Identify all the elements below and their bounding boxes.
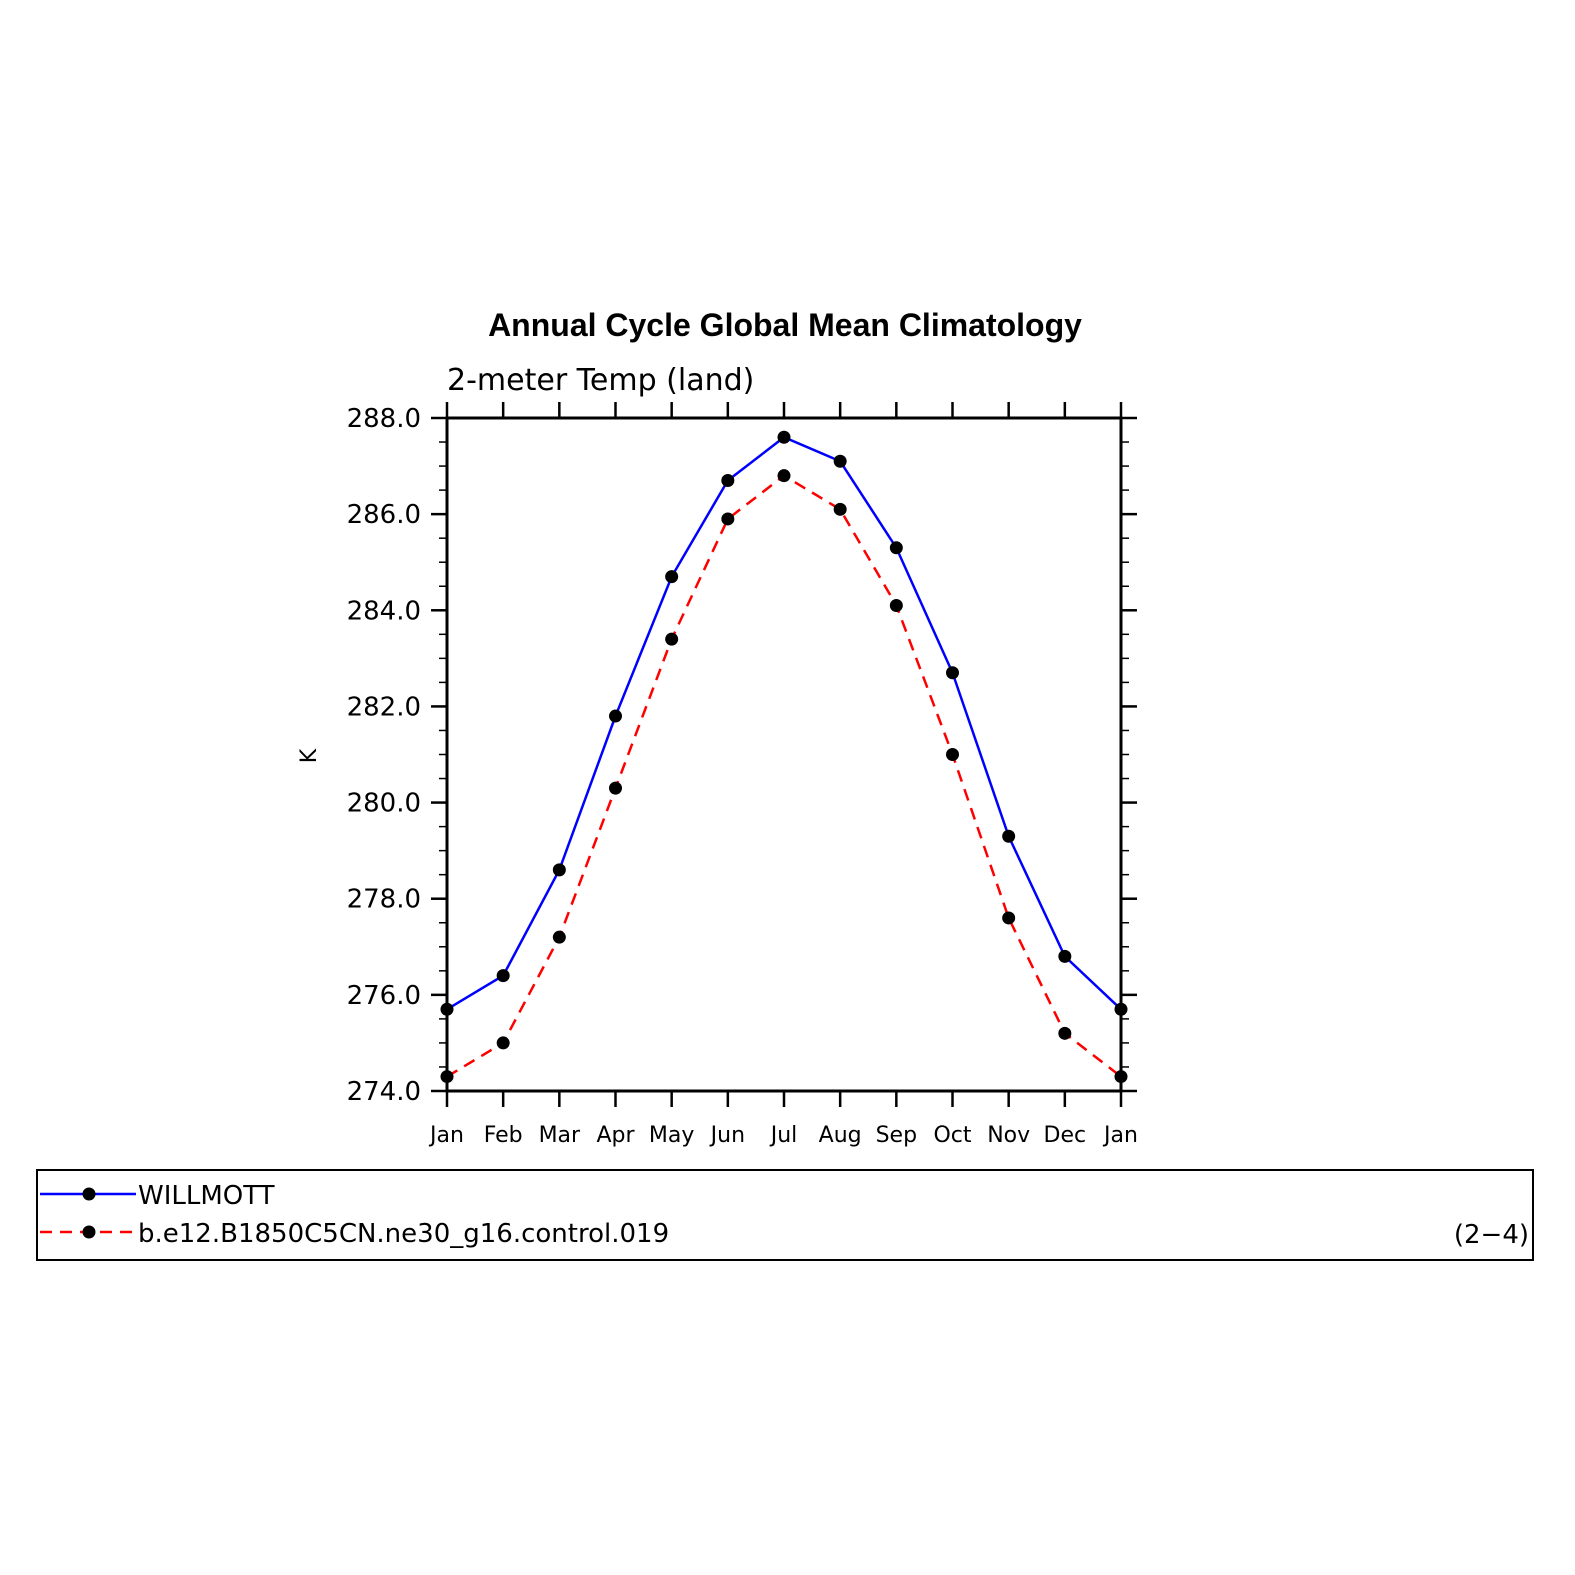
series-group <box>440 430 1128 1084</box>
axis-ticks: 274.0 276.0 278.0 280.0 282.0 284.0 286.0 288.0… <box>347 402 1138 1148</box>
y-tick-label: 276.0 <box>347 981 421 1011</box>
y-tick-label: 280.0 <box>347 789 421 819</box>
x-tick-label: May <box>649 1123 694 1148</box>
series-2-point <box>946 748 959 761</box>
y-tick-label: 284.0 <box>347 596 421 626</box>
series-1-point <box>946 666 959 680</box>
legend-label-2: b.e12.B1850C5CN.ne30_g16.control.019 <box>138 1219 669 1249</box>
x-tick-label: Mar <box>539 1123 581 1148</box>
y-tick-label: 282.0 <box>347 692 421 722</box>
x-tick-label: Aug <box>819 1123 862 1148</box>
series-2-point <box>1058 1026 1072 1040</box>
series-2-point <box>721 512 735 526</box>
legend-label-1: WILLMOTT <box>138 1181 275 1211</box>
x-tick-label: Jul <box>769 1123 798 1148</box>
x-tick-label: Sep <box>876 1123 917 1148</box>
x-tick-label: Oct <box>933 1123 971 1148</box>
legend-marker-1 <box>82 1187 96 1201</box>
x-tick-label: Feb <box>484 1123 523 1148</box>
chart-subtitle: 2-meter Temp (land) <box>447 363 754 398</box>
x-tick-label: Dec <box>1044 1123 1087 1148</box>
series-2-point <box>777 469 791 483</box>
series-line-2 <box>446 474 1122 1078</box>
series-2-point <box>1002 911 1016 925</box>
x-tick-label: Jan <box>428 1123 464 1148</box>
x-tick-label: Apr <box>596 1123 635 1148</box>
series-1-point <box>440 1002 454 1016</box>
series-1-point <box>721 473 735 487</box>
legend-marker-2 <box>82 1225 96 1239</box>
series-1-point <box>889 541 903 555</box>
series-1-point <box>665 570 679 584</box>
y-axis-label: K <box>297 748 322 763</box>
series-2-point <box>1114 1070 1128 1084</box>
series-2-point <box>440 1070 454 1084</box>
series-2-point <box>889 598 903 612</box>
series-1-point <box>609 709 622 723</box>
plot-frame <box>445 416 1123 1093</box>
series-1-point <box>777 430 791 444</box>
panel-annotation: (2−4) <box>1454 1220 1529 1250</box>
y-tick-label: 288.0 <box>347 404 421 434</box>
x-tick-label: Nov <box>987 1123 1030 1148</box>
chart-title: Annual Cycle Global Mean Climatology <box>488 307 1082 343</box>
x-tick-label: Jan <box>1102 1123 1138 1148</box>
series-1-point <box>1002 829 1016 843</box>
series-1-point <box>496 969 510 983</box>
legend-box <box>36 1169 1534 1261</box>
y-tick-label: 274.0 <box>347 1077 421 1107</box>
x-tick-label: Jun <box>709 1123 745 1148</box>
series-1-point <box>552 863 566 877</box>
series-2-point <box>665 632 679 646</box>
series-2-point <box>833 502 847 516</box>
y-tick-label: 278.0 <box>347 885 421 915</box>
series-1-point <box>833 454 847 468</box>
series-line-1 <box>446 435 1122 1011</box>
series-1-point <box>1114 1002 1128 1016</box>
series-2-point <box>496 1036 510 1050</box>
series-2-point <box>552 930 566 944</box>
legend: (2−4) WILLMOTT b.e12.B1850C5CN.ne30_g16.c… <box>36 1169 1534 1261</box>
series-1-point <box>1058 949 1072 963</box>
series-2-point <box>609 781 622 795</box>
y-tick-label: 286.0 <box>347 500 421 530</box>
